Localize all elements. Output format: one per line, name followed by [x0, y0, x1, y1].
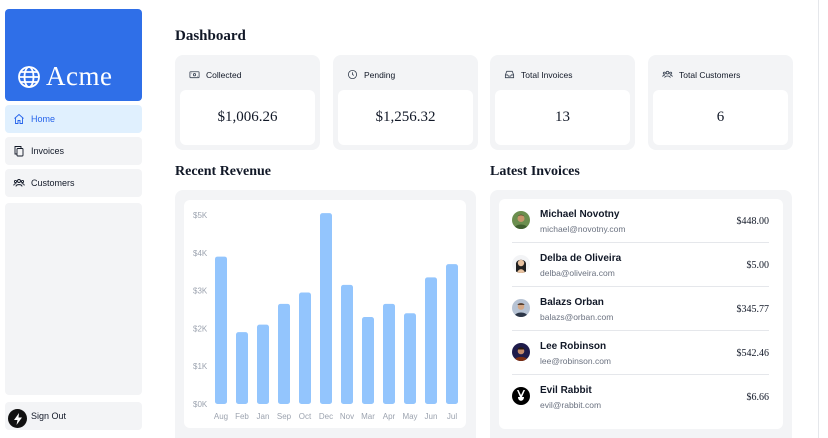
home-icon: [14, 113, 24, 124]
x-tick-label: Jul: [447, 412, 457, 421]
x-tick-label: Feb: [235, 412, 249, 421]
revenue-bar: [278, 303, 290, 404]
card-total-customers: Total Customers 6: [648, 55, 793, 150]
revenue-bar: [341, 284, 353, 404]
y-tick-label: $3K: [193, 287, 208, 296]
invoice-row[interactable]: Balazs Orban balazs@orban.com $345.77: [512, 287, 769, 331]
customer-email: michael@novotny.com: [540, 224, 626, 234]
invoice-row[interactable]: Evil Rabbit evil@rabbit.com $6.66: [512, 375, 769, 419]
y-tick-label: $0K: [193, 400, 208, 409]
invoices-list: Michael Novotny michael@novotny.com $448…: [499, 199, 783, 429]
document-duplicate-icon: [14, 146, 24, 157]
revenue-chart-card: $0K $1K $2K $3K $4K $5K Aug Feb Jan Sep Oct Dec Nov M…: [184, 200, 466, 428]
invoice-amount: $6.66: [746, 392, 770, 403]
sidebar: Acme Home Invoices Customers Sign Out: [0, 0, 149, 438]
avatar: [512, 299, 530, 317]
sidebar-item-label: Home: [31, 114, 56, 124]
page-title: Dashboard: [175, 28, 246, 44]
customer-name: Lee Robinson: [540, 341, 607, 352]
revenue-panel: $0K $1K $2K $3K $4K $5K Aug Feb Jan Sep Oct Dec Nov M…: [175, 190, 476, 438]
revenue-bar: [404, 313, 416, 404]
x-tick-label: Jun: [425, 412, 438, 421]
revenue-bar: [383, 303, 395, 404]
card-label: Pending: [364, 69, 396, 80]
y-tick-label: $4K: [193, 249, 208, 258]
card-label: Total Customers: [679, 69, 741, 80]
y-tick-label: $5K: [193, 211, 208, 220]
x-tick-label: May: [402, 412, 417, 421]
sidebar-item-invoices[interactable]: Invoices: [5, 137, 142, 165]
user-group-icon: [13, 179, 25, 187]
globe-icon: [18, 66, 40, 88]
avatar: [512, 255, 530, 273]
card-label: Collected: [206, 69, 242, 80]
customer-email: lee@robinson.com: [540, 356, 611, 366]
sign-out-button[interactable]: Sign Out: [5, 402, 142, 430]
card-value: 6: [653, 90, 788, 145]
clock-icon: [347, 69, 358, 80]
user-group-icon: [662, 70, 673, 78]
x-tick-label: Mar: [361, 412, 375, 421]
x-tick-label: Jan: [257, 412, 270, 421]
sign-out-label: Sign Out: [31, 411, 67, 421]
invoices-panel: Michael Novotny michael@novotny.com $448…: [490, 190, 792, 438]
sidebar-item-home[interactable]: Home: [5, 105, 142, 133]
card-label: Total Invoices: [521, 69, 573, 80]
customer-email: evil@rabbit.com: [540, 400, 602, 410]
invoice-row[interactable]: Michael Novotny michael@novotny.com $448…: [512, 199, 769, 243]
revenue-bar: [257, 324, 269, 404]
revenue-bar: [425, 277, 437, 404]
inbox-icon: [504, 70, 515, 79]
avatar: [512, 343, 530, 361]
customer-name: Evil Rabbit: [540, 385, 592, 396]
customer-name: Balazs Orban: [540, 297, 604, 308]
card-collected: Collected $1,006.26: [175, 55, 320, 150]
x-tick-label: Apr: [383, 412, 396, 421]
card-pending: Pending $1,256.32: [333, 55, 478, 150]
invoice-amount: $345.77: [736, 304, 770, 315]
x-tick-label: Aug: [214, 412, 228, 421]
next-dev-indicator[interactable]: [8, 409, 27, 428]
invoice-row[interactable]: Delba de Oliveira delba@oliveira.com $5.…: [512, 243, 769, 287]
invoice-amount: $448.00: [736, 216, 770, 227]
scrollbar-track[interactable]: [818, 0, 819, 438]
customer-email: balazs@orban.com: [540, 312, 614, 322]
revenue-bar: [320, 213, 332, 404]
y-tick-label: $1K: [193, 362, 208, 371]
revenue-bar: [236, 332, 248, 404]
x-tick-label: Sep: [277, 412, 292, 421]
card-value: 13: [495, 90, 630, 145]
card-value: $1,256.32: [338, 90, 473, 145]
card-value: $1,006.26: [180, 90, 315, 145]
revenue-bar: [362, 317, 374, 404]
avatar: [512, 211, 530, 229]
acme-logo[interactable]: Acme: [5, 9, 142, 101]
customer-name: Michael Novotny: [540, 209, 620, 220]
customer-name: Delba de Oliveira: [540, 253, 622, 264]
y-tick-label: $2K: [193, 324, 208, 333]
invoice-row[interactable]: Lee Robinson lee@robinson.com $542.46: [512, 331, 769, 375]
x-tick-label: Nov: [340, 412, 354, 421]
card-total-invoices: Total Invoices 13: [490, 55, 635, 150]
invoices-title: Latest Invoices: [490, 164, 580, 179]
sidebar-spacer: [5, 203, 142, 395]
sidebar-item-customers[interactable]: Customers: [5, 169, 142, 197]
customer-email: delba@oliveira.com: [540, 268, 615, 278]
invoice-amount: $542.46: [736, 348, 770, 359]
x-tick-label: Dec: [319, 412, 333, 421]
sidebar-item-label: Customers: [31, 178, 75, 188]
banknotes-icon: [189, 71, 200, 79]
lightning-icon: [13, 412, 22, 425]
revenue-title: Recent Revenue: [175, 164, 272, 179]
revenue-bar: [299, 292, 311, 404]
x-tick-label: Oct: [299, 412, 312, 421]
revenue-bar: [215, 256, 227, 404]
sidebar-item-label: Invoices: [31, 146, 65, 156]
revenue-bar: [446, 264, 458, 404]
avatar: [512, 387, 530, 405]
logo-text: Acme: [46, 61, 113, 91]
revenue-chart: $0K $1K $2K $3K $4K $5K Aug Feb Jan Sep Oct Dec Nov M…: [193, 211, 458, 421]
invoice-amount: $5.00: [746, 260, 770, 271]
